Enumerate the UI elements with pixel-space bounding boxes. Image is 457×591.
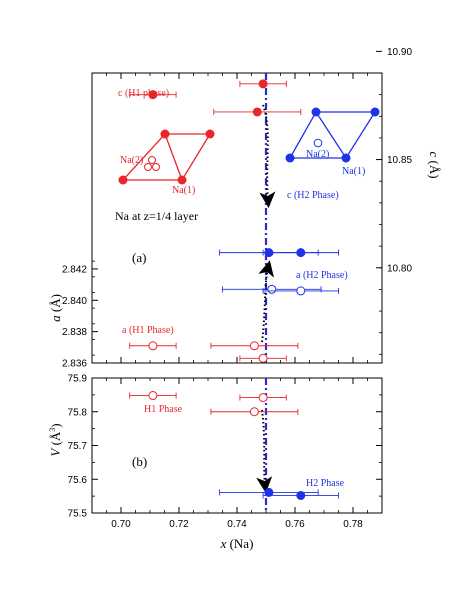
h1-na2-site [148, 156, 156, 164]
data-point [148, 391, 158, 401]
v-tick-label: 75.8 [68, 407, 88, 418]
data-point [258, 353, 268, 363]
x-tick-label: 0.74 [227, 519, 247, 530]
a-tick-label: 2.838 [62, 327, 87, 338]
x-axis-label: x (Na) [220, 536, 254, 551]
data-point [148, 90, 158, 100]
c-tick-label: 10.80 [387, 263, 412, 274]
h1-phase-label: H1 Phase [144, 404, 183, 415]
c-h2-label: c (H2 Phase) [287, 190, 339, 201]
a-h1-label: a (H1 Phase) [122, 325, 174, 336]
data-point [258, 79, 268, 89]
h1-na1-label: Na(1) [172, 185, 195, 196]
layer-label: Na at z=1/4 layer [115, 209, 198, 223]
h2-na2-label: Na(2) [306, 149, 329, 160]
h1-na1-site [118, 175, 128, 185]
a-tick-label: 2.842 [62, 264, 87, 275]
v-tick-label: 75.9 [68, 374, 88, 385]
data-point [264, 487, 274, 497]
h1-na2-label: Na(2) [120, 155, 143, 166]
a-transition-arrow [258, 260, 274, 343]
data-point [249, 341, 259, 351]
data-point [249, 407, 259, 417]
v-tick-label: 75.6 [68, 475, 88, 486]
h2-structure-diagram [288, 111, 377, 159]
data-point [252, 107, 262, 117]
h2-na2-site [313, 138, 323, 148]
data-point [258, 393, 268, 403]
y-axis-label-v: V (Å3) [48, 423, 63, 456]
h2-na1-site [370, 107, 380, 117]
v-tick-label: 75.7 [68, 441, 88, 452]
h1-na1-site [205, 129, 215, 139]
y-axis-label-c: c (Å) [427, 151, 442, 178]
x-tick-label: 0.76 [285, 519, 305, 530]
x-tick-label: 0.70 [111, 519, 131, 530]
h1-na2-site [152, 163, 160, 171]
data-points [129, 79, 339, 500]
h2-na1-site [341, 153, 351, 163]
data-point [296, 286, 306, 296]
h2-na1-site [311, 107, 321, 117]
x-tick-label: 0.78 [343, 519, 363, 530]
h1-na1-site [177, 175, 187, 185]
a-tick-label: 2.836 [62, 359, 87, 370]
axis-ticks [91, 50, 383, 514]
data-point [148, 341, 158, 351]
data-point [296, 248, 306, 258]
h1-na2-site [144, 163, 152, 171]
a-tick-label: 2.840 [62, 296, 87, 307]
x-tick-label: 0.72 [169, 519, 189, 530]
h1-na1-site [160, 129, 170, 139]
tick-labels: 0.70 0.72 0.74 0.76 0.78 2.836 2.838 2.840 2.842… [62, 47, 412, 530]
y-axis-label-a: a (Å) [48, 294, 63, 322]
panel-a-label: (a) [132, 250, 146, 265]
c-tick-label: 10.85 [387, 155, 412, 166]
h2-na1-site [285, 153, 295, 163]
data-point [267, 284, 277, 294]
h2-phase-label: H2 Phase [306, 478, 345, 489]
h2-na1-label: Na(1) [342, 166, 365, 177]
panel-b-label: (b) [132, 454, 147, 469]
v-tick-label: 75.5 [68, 509, 88, 520]
v-transition-arrow [256, 409, 273, 493]
c-h1-label: c (H1 phase) [118, 88, 169, 99]
c-tick-label: 10.90 [387, 47, 412, 58]
data-point [296, 490, 306, 500]
a-h2-label: a (H2 Phase) [296, 270, 348, 281]
